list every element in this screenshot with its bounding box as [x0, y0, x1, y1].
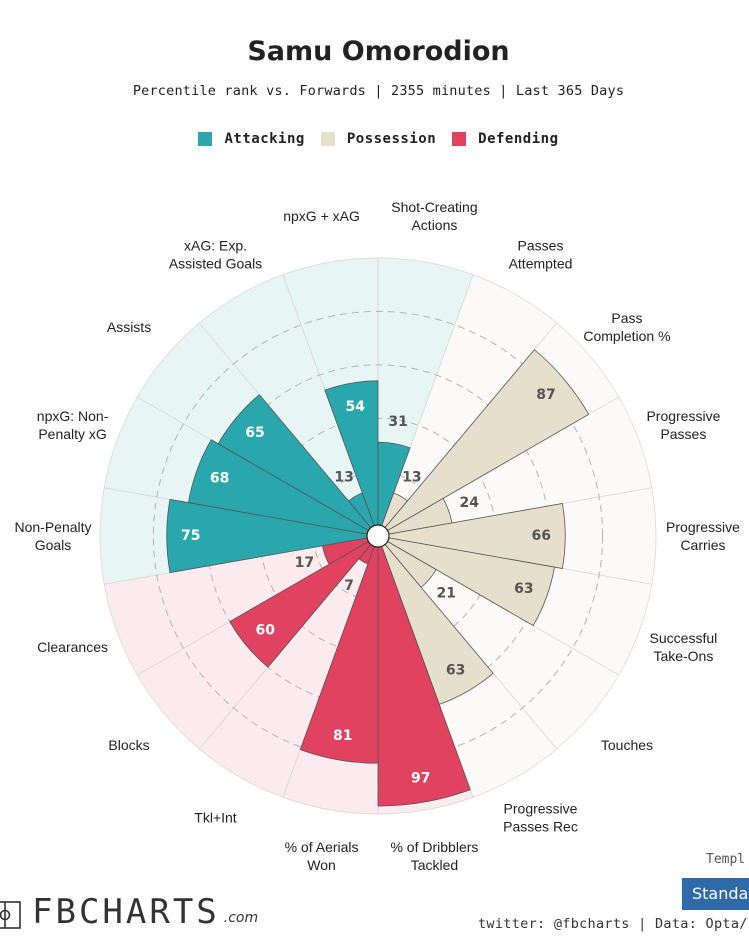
- value-label-npxg-non-penalty-xg: 68: [210, 470, 229, 486]
- value-label-of-dribblers-tackled: 97: [411, 770, 430, 786]
- category-label-tkl-int: Tkl+Int: [194, 809, 237, 825]
- category-label-non-penalty-goals: Non-Penalty Goals: [14, 519, 91, 553]
- legend-label-possession: Possession: [346, 131, 437, 147]
- category-label-of-dribblers-tackled: % of Dribblers Tackled: [390, 839, 478, 873]
- legend-swatch-attacking: [198, 132, 213, 146]
- center-circle: [366, 524, 390, 548]
- value-label-progressive-passes-rec: 63: [446, 662, 465, 678]
- legend-item-possession: Possession: [320, 131, 437, 147]
- value-label-pass-completion: 87: [536, 387, 555, 403]
- value-label-touches: 21: [436, 585, 455, 601]
- chart-subtitle: Percentile rank vs. Forwards | 2355 minu…: [132, 83, 625, 99]
- legend-swatch-defending: [452, 132, 467, 146]
- category-label-npxg-non-penalty-xg: npxG: Non-Penalty xG: [37, 408, 109, 442]
- category-label-touches: Touches: [601, 737, 653, 753]
- value-label-progressive-passes: 24: [459, 495, 479, 511]
- pitch-icon: [0, 901, 21, 929]
- credits: twitter: @fbcharts | Data: Opta/F: [478, 916, 749, 932]
- legend-swatch-possession: [320, 132, 335, 146]
- value-label-of-aerials-won: 81: [333, 728, 352, 744]
- legend-label-attacking: Attacking: [224, 131, 305, 147]
- category-label-progressive-carries: Progressive Carries: [666, 519, 740, 553]
- value-label-assists: 65: [245, 425, 264, 441]
- category-label-of-aerials-won: % of Aerials Won: [285, 839, 359, 873]
- value-label-blocks: 60: [255, 623, 275, 639]
- value-label-passes-attempted: 13: [402, 469, 421, 485]
- legend-item-defending: Defending: [452, 131, 558, 147]
- template-label: Templ: [706, 852, 746, 867]
- category-label-blocks: Blocks: [108, 737, 149, 753]
- legend-item-attacking: Attacking: [198, 131, 304, 147]
- brand-suffix: .com: [223, 910, 259, 926]
- value-label-shot-creating-actions: 31: [388, 414, 407, 430]
- value-label-non-penalty-goals: 75: [181, 528, 200, 544]
- category-label-pass-completion: Pass Completion %: [583, 310, 670, 344]
- brand-logo[interactable]: FBCHARTS .com: [0, 890, 258, 930]
- category-label-npxg-xag: npxG + xAG: [283, 208, 360, 224]
- legend: Attacking Possession Defending: [0, 131, 749, 147]
- category-label-progressive-passes-rec: Progressive Passes Rec: [503, 800, 578, 834]
- category-label-passes-attempted: Passes Attempted: [509, 238, 573, 272]
- category-label-shot-creating-actions: Shot-Creating Actions: [391, 199, 477, 233]
- category-label-assists: Assists: [107, 319, 151, 335]
- category-label-clearances: Clearances: [37, 639, 108, 655]
- value-label-progressive-carries: 66: [531, 528, 550, 544]
- legend-label-defending: Defending: [478, 131, 559, 147]
- value-label-tkl-int: 7: [344, 578, 354, 594]
- value-label-npxg-xag: 54: [345, 399, 365, 415]
- value-label-xag-exp-assisted-goals: 13: [334, 469, 353, 485]
- category-label-successful-take-ons: Successful Take-Ons: [650, 630, 718, 664]
- brand-name: FBCHARTS: [32, 892, 220, 932]
- category-label-xag-exp-assisted-goals: xAG: Exp. Assisted Goals: [169, 238, 262, 272]
- value-label-clearances: 17: [295, 555, 314, 571]
- chart-title: Samu Omorodion: [247, 36, 510, 67]
- template-select-button[interactable]: Standa: [682, 878, 749, 910]
- value-label-successful-take-ons: 63: [514, 581, 533, 597]
- category-label-progressive-passes: Progressive Passes: [646, 408, 720, 442]
